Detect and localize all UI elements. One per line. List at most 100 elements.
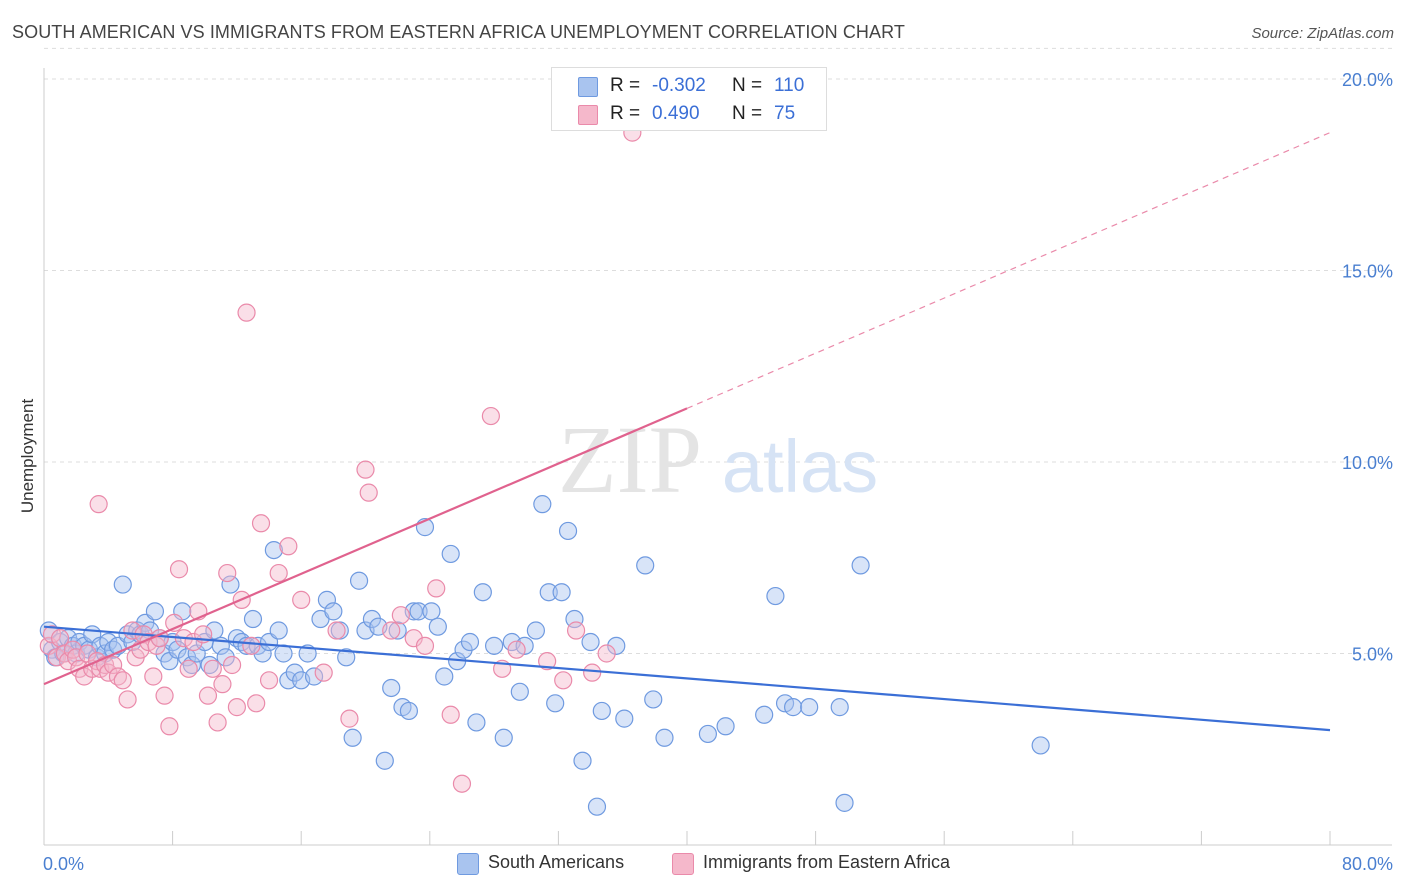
- legend-row-south-americans: R = -0.302 N = 110: [552, 72, 826, 100]
- south-americans-point: [655, 728, 674, 747]
- south-americans-point: [337, 648, 356, 667]
- r-label: R =: [610, 103, 641, 124]
- n-value: 110: [774, 75, 805, 96]
- south-americans-point: [422, 602, 441, 621]
- legend-label: South Americans: [488, 852, 625, 872]
- south-americans-point: [636, 556, 655, 575]
- blue-swatch-icon: [578, 77, 598, 97]
- south-americans-point: [435, 667, 454, 686]
- south-americans-point: [317, 590, 337, 609]
- south-americans-point: [539, 583, 558, 602]
- y-tick-label: 5.0%: [1352, 645, 1393, 665]
- south-americans-point: [615, 709, 634, 728]
- south-americans-point: [274, 644, 293, 663]
- south-americans-point: [510, 682, 529, 701]
- eastern-africa-point: [340, 709, 359, 728]
- south-americans-point: [573, 751, 592, 770]
- eastern-africa-point: [359, 483, 378, 502]
- south-americans-point: [343, 728, 362, 747]
- eastern-africa-point: [251, 514, 271, 533]
- eastern-africa-point: [218, 563, 237, 583]
- watermark: ZIP atlas: [558, 406, 878, 513]
- legend-label: Immigrants from Eastern Africa: [703, 852, 951, 872]
- eastern-africa-point: [104, 655, 123, 675]
- eastern-africa-point: [144, 667, 163, 686]
- south-americans-point: [565, 609, 584, 629]
- eastern-africa-point: [208, 713, 227, 732]
- eastern-africa-point: [441, 705, 460, 724]
- n-value: 75: [774, 103, 796, 124]
- south-americans-point: [168, 640, 187, 659]
- r-label: R =: [610, 75, 641, 96]
- eastern-africa-point: [597, 644, 616, 663]
- south-americans-point: [644, 690, 663, 709]
- south-americans-point: [304, 667, 324, 686]
- eastern-africa-point: [415, 636, 435, 655]
- r-value: 0.490: [652, 103, 700, 124]
- south-americans-point: [546, 694, 565, 713]
- south-americans-point: [349, 571, 369, 590]
- south-americans-point: [243, 609, 263, 629]
- x-tick-label: 80.0%: [1342, 854, 1393, 874]
- eastern-africa-point: [269, 563, 288, 583]
- south-americans-points: [39, 495, 1050, 816]
- south-americans-point: [428, 617, 447, 636]
- eastern-africa-point: [89, 495, 108, 514]
- south-americans-point: [409, 602, 428, 621]
- eastern-africa-point: [566, 621, 586, 640]
- south-americans-point: [716, 717, 735, 736]
- r-value: -0.302: [652, 75, 706, 96]
- eastern-africa-point: [179, 659, 198, 678]
- south-americans-point: [441, 544, 460, 564]
- eastern-africa-point: [242, 636, 261, 655]
- south-americans-trend-line: [43, 625, 1331, 732]
- eastern-africa-point: [292, 590, 311, 609]
- pink-swatch-icon: [578, 105, 598, 125]
- y-tick-label: 20.0%: [1342, 70, 1393, 90]
- south-americans-point: [375, 751, 394, 770]
- eastern-africa-point: [155, 686, 174, 705]
- eastern-africa-points: [39, 123, 642, 793]
- south-americans-point: [587, 797, 607, 816]
- axes: [43, 68, 1392, 846]
- gridlines: [44, 47, 1392, 654]
- eastern-africa-point: [356, 460, 375, 479]
- eastern-africa-point: [554, 671, 573, 690]
- south-americans-point: [755, 705, 774, 724]
- south-americans-point: [766, 586, 785, 606]
- eastern-africa-point: [247, 694, 266, 713]
- eastern-africa-point: [427, 579, 446, 598]
- tick-labels: 5.0% 10.0% 15.0% 20.0% 0.0% 80.0%: [43, 70, 1393, 874]
- south-americans-point: [145, 602, 165, 621]
- south-americans-point: [324, 602, 343, 621]
- eastern-africa-point: [327, 621, 346, 640]
- south-americans-point: [494, 728, 513, 747]
- south-americans-point: [533, 495, 552, 514]
- eastern-africa-trend-line: [43, 407, 688, 686]
- south-americans-point: [851, 556, 870, 575]
- eastern-africa-point: [169, 560, 189, 579]
- eastern-africa-point: [237, 303, 256, 322]
- eastern-africa-point: [314, 663, 333, 682]
- south-americans-point: [783, 698, 803, 717]
- eastern-africa-point: [160, 717, 179, 736]
- eastern-africa-point: [113, 671, 132, 690]
- eastern-africa-point: [67, 648, 86, 667]
- eastern-africa-point: [259, 671, 279, 690]
- south-americans-point: [399, 701, 419, 721]
- south-americans-point: [382, 678, 401, 698]
- legend-row-eastern-africa: R = 0.490 N = 75: [552, 100, 826, 128]
- eastern-africa-point: [481, 406, 500, 426]
- n-label: N =: [732, 75, 763, 96]
- south-americans-point: [592, 701, 611, 721]
- eastern-africa-point: [227, 698, 246, 717]
- eastern-africa-point: [382, 621, 401, 640]
- south-americans-point: [830, 698, 849, 717]
- y-tick-label: 15.0%: [1342, 262, 1393, 282]
- south-americans-point: [221, 575, 240, 594]
- eastern-africa-point: [118, 690, 137, 709]
- south-americans-point: [467, 713, 486, 732]
- eastern-africa-point: [507, 640, 526, 659]
- south-americans-point: [205, 621, 224, 640]
